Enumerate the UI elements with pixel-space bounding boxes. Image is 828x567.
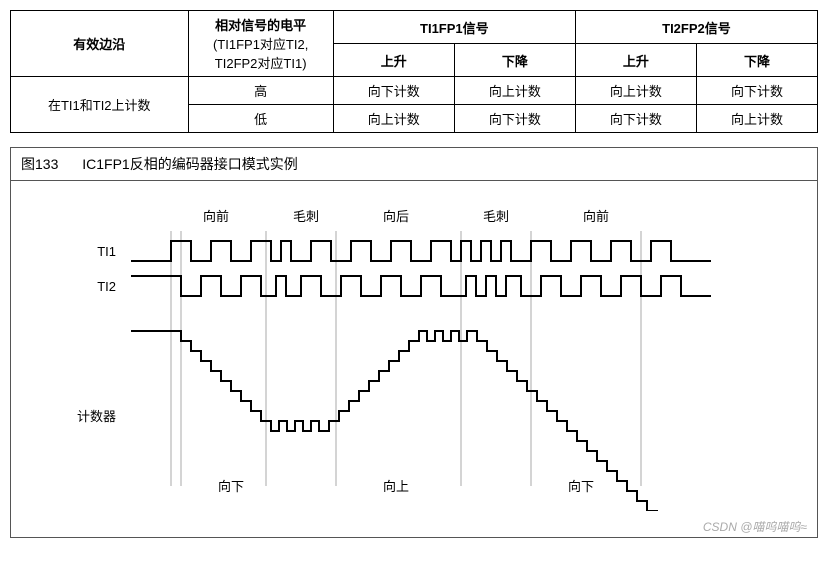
td-r2-c4: 向上计数: [696, 105, 817, 133]
svg-text:向上: 向上: [383, 479, 409, 494]
th-sig2-fall: 下降: [696, 44, 817, 77]
svg-text:向前: 向前: [583, 209, 609, 224]
th-level-sub: (TI1FP1对应TI2, TI2FP2对应TI1): [195, 34, 327, 72]
svg-text:计数器: 计数器: [77, 409, 116, 424]
svg-text:TI1: TI1: [97, 244, 116, 259]
th-level: 相对信号的电平 (TI1FP1对应TI2, TI2FP2对应TI1): [188, 11, 333, 77]
th-sig1-rise: 上升: [333, 44, 454, 77]
figure-body: 向前 毛刺 向后 毛刺 向前 TI1 TI2 计数器向下 向上 向下 CSDN @喵呜喵呜≈: [11, 181, 817, 537]
td-r1-level: 高: [188, 77, 333, 105]
td-r1-c3: 向上计数: [575, 77, 696, 105]
th-sig2: TI2FP2信号: [575, 11, 817, 44]
svg-text:向下: 向下: [218, 479, 244, 494]
td-edge: 在TI1和TI2上计数: [11, 77, 189, 133]
watermark: CSDN @喵呜喵呜≈: [703, 518, 807, 535]
th-sig1-fall: 下降: [454, 44, 575, 77]
td-r1-c4: 向下计数: [696, 77, 817, 105]
svg-text:毛刺: 毛刺: [483, 209, 509, 224]
svg-text:TI2: TI2: [97, 279, 116, 294]
svg-text:向下: 向下: [568, 479, 594, 494]
figure-title-text: IC1FP1反相的编码器接口模式实例: [82, 156, 297, 172]
timing-diagram: 向前 毛刺 向后 毛刺 向前 TI1 TI2 计数器向下 向上 向下: [21, 191, 801, 511]
th-sig2-rise: 上升: [575, 44, 696, 77]
th-edge: 有效边沿: [11, 11, 189, 77]
encoder-count-table: 有效边沿 相对信号的电平 (TI1FP1对应TI2, TI2FP2对应TI1) …: [10, 10, 818, 133]
td-r2-c3: 向下计数: [575, 105, 696, 133]
th-level-main: 相对信号的电平: [195, 15, 327, 34]
td-r2-c1: 向上计数: [333, 105, 454, 133]
figure-box: 图133 IC1FP1反相的编码器接口模式实例 向前 毛刺 向后 毛刺 向前 TI1 TI2…: [10, 147, 818, 538]
td-r2-level: 低: [188, 105, 333, 133]
svg-text:向前: 向前: [203, 209, 229, 224]
svg-text:毛刺: 毛刺: [293, 209, 319, 224]
td-r1-c1: 向下计数: [333, 77, 454, 105]
figure-caption: 图133 IC1FP1反相的编码器接口模式实例: [11, 148, 817, 181]
figure-number: 图133: [21, 156, 58, 172]
th-sig1: TI1FP1信号: [333, 11, 575, 44]
td-r1-c2: 向上计数: [454, 77, 575, 105]
svg-text:向后: 向后: [383, 209, 409, 224]
td-r2-c2: 向下计数: [454, 105, 575, 133]
